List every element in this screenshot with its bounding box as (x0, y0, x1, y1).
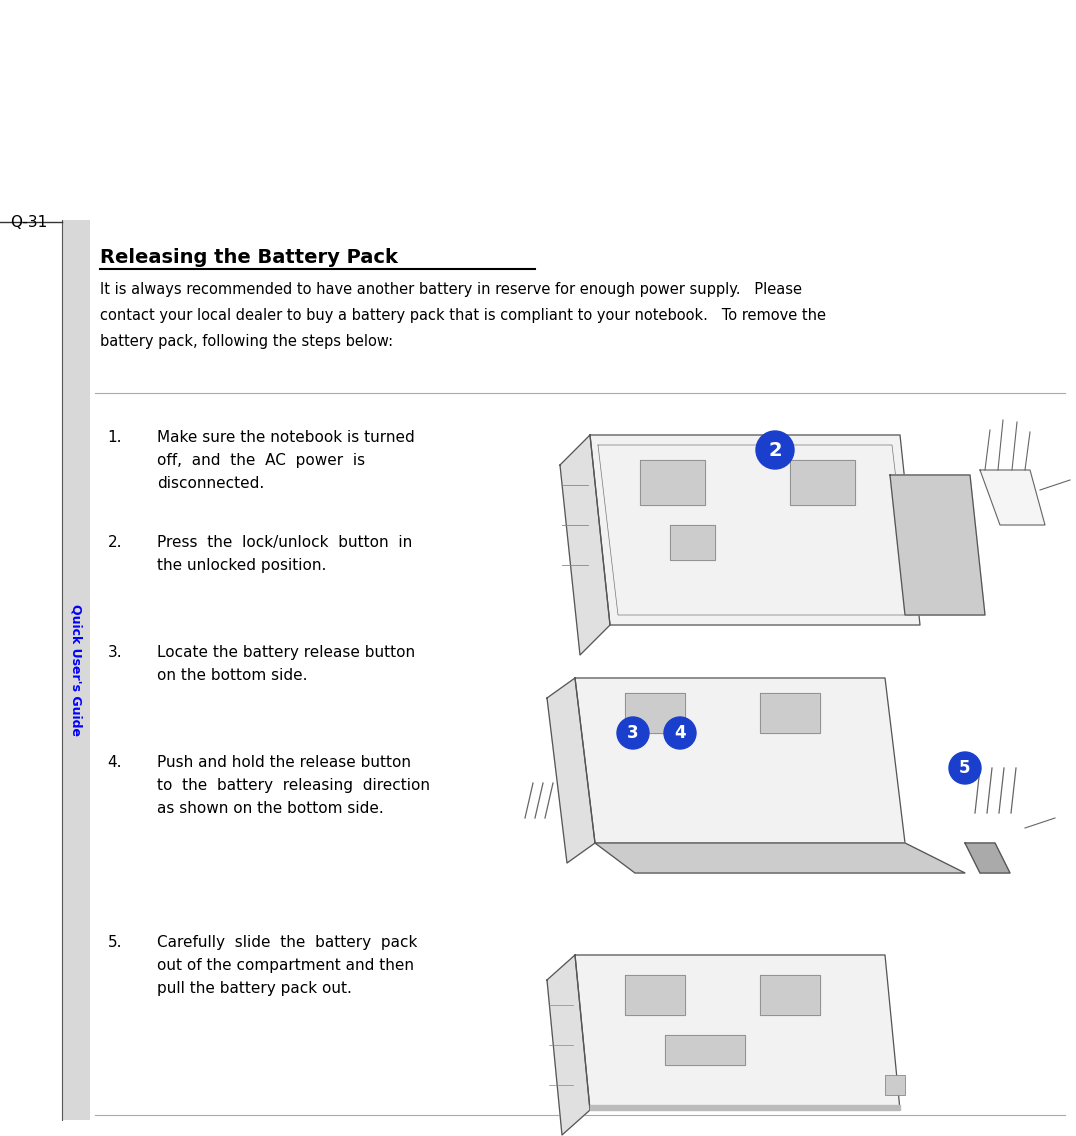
Text: out of the compartment and then: out of the compartment and then (157, 958, 414, 974)
Polygon shape (595, 843, 965, 872)
Polygon shape (547, 955, 590, 1135)
Text: Press  the  lock/unlock  button  in: Press the lock/unlock button in (157, 535, 412, 550)
Text: Make sure the notebook is turned: Make sure the notebook is turned (157, 431, 414, 445)
Text: 4: 4 (675, 724, 685, 742)
Text: on the bottom side.: on the bottom side. (157, 668, 308, 683)
Text: off,  and  the  AC  power  is: off, and the AC power is (157, 453, 365, 468)
Circle shape (664, 717, 696, 749)
Polygon shape (760, 975, 820, 1014)
Polygon shape (590, 1105, 900, 1110)
Polygon shape (560, 435, 610, 655)
Text: 3: 3 (627, 724, 639, 742)
Polygon shape (980, 470, 1045, 525)
Polygon shape (665, 1035, 745, 1066)
Text: Carefully  slide  the  battery  pack: Carefully slide the battery pack (157, 935, 417, 950)
Text: disconnected.: disconnected. (157, 476, 265, 491)
Text: as shown on the bottom side.: as shown on the bottom side. (157, 801, 384, 816)
Circle shape (756, 431, 794, 469)
Polygon shape (670, 525, 714, 560)
Polygon shape (575, 955, 900, 1110)
Text: 3.: 3. (108, 645, 122, 660)
Text: 5: 5 (959, 759, 971, 777)
Bar (884, 1075, 905, 1095)
Polygon shape (760, 693, 820, 733)
Text: 1.: 1. (108, 431, 122, 445)
Polygon shape (575, 678, 905, 843)
Polygon shape (890, 475, 985, 615)
Text: the unlocked position.: the unlocked position. (157, 558, 326, 573)
Text: Locate the battery release button: Locate the battery release button (157, 645, 415, 660)
Text: battery pack, following the steps below:: battery pack, following the steps below: (100, 334, 393, 349)
Circle shape (949, 752, 981, 784)
Text: Releasing the Battery Pack: Releasing the Battery Pack (100, 248, 398, 267)
Text: 5.: 5. (108, 935, 122, 950)
Polygon shape (790, 460, 855, 506)
Polygon shape (965, 843, 1010, 872)
Text: to  the  battery  releasing  direction: to the battery releasing direction (157, 778, 430, 793)
Text: 4.: 4. (108, 755, 122, 770)
Polygon shape (625, 975, 685, 1014)
Polygon shape (640, 460, 705, 506)
Text: pull the battery pack out.: pull the battery pack out. (157, 982, 352, 996)
Circle shape (617, 717, 649, 749)
Polygon shape (547, 678, 595, 863)
Text: Quick User's Guide: Quick User's Guide (70, 604, 83, 736)
Polygon shape (625, 693, 685, 733)
Polygon shape (590, 435, 920, 625)
Text: Q-31: Q-31 (10, 215, 47, 229)
Text: 2: 2 (768, 441, 782, 459)
Bar (62, 220, 90, 1120)
Text: It is always recommended to have another battery in reserve for enough power sup: It is always recommended to have another… (100, 282, 802, 296)
Text: 2.: 2. (108, 535, 122, 550)
Text: contact your local dealer to buy a battery pack that is compliant to your notebo: contact your local dealer to buy a batte… (100, 308, 826, 323)
Text: Push and hold the release button: Push and hold the release button (157, 755, 411, 770)
